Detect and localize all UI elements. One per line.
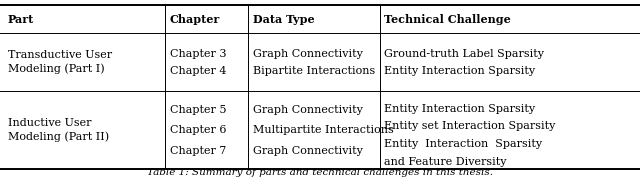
Text: Chapter 3: Chapter 3 bbox=[170, 49, 226, 59]
Text: Entity Interaction Sparsity: Entity Interaction Sparsity bbox=[384, 104, 535, 114]
Text: Chapter 5: Chapter 5 bbox=[170, 104, 226, 115]
Text: Inductive User
Modeling (Part II): Inductive User Modeling (Part II) bbox=[8, 118, 109, 142]
Text: Chapter 4: Chapter 4 bbox=[170, 66, 226, 76]
Text: Entity  Interaction  Sparsity: Entity Interaction Sparsity bbox=[384, 139, 542, 149]
Text: Graph Connectivity: Graph Connectivity bbox=[253, 146, 363, 156]
Text: Bipartite Interactions: Bipartite Interactions bbox=[253, 66, 375, 76]
Text: Transductive User
Modeling (Part I): Transductive User Modeling (Part I) bbox=[8, 50, 112, 74]
Text: Technical Challenge: Technical Challenge bbox=[384, 14, 511, 25]
Text: Part: Part bbox=[8, 14, 34, 25]
Text: Graph Connectivity: Graph Connectivity bbox=[253, 104, 363, 115]
Text: Entity Interaction Sparsity: Entity Interaction Sparsity bbox=[384, 66, 535, 76]
Text: Table 1: Summary of parts and technical challenges in this thesis.: Table 1: Summary of parts and technical … bbox=[147, 168, 493, 177]
Text: Chapter 7: Chapter 7 bbox=[170, 146, 226, 156]
Text: Chapter 6: Chapter 6 bbox=[170, 125, 226, 135]
Text: Chapter: Chapter bbox=[170, 14, 220, 25]
Text: Ground-truth Label Sparsity: Ground-truth Label Sparsity bbox=[384, 49, 544, 59]
Text: Data Type: Data Type bbox=[253, 14, 314, 25]
Text: and Feature Diversity: and Feature Diversity bbox=[384, 157, 506, 167]
Text: Entity set Interaction Sparsity: Entity set Interaction Sparsity bbox=[384, 121, 556, 131]
Text: Graph Connectivity: Graph Connectivity bbox=[253, 49, 363, 59]
Text: Multipartite Interactions: Multipartite Interactions bbox=[253, 125, 394, 135]
